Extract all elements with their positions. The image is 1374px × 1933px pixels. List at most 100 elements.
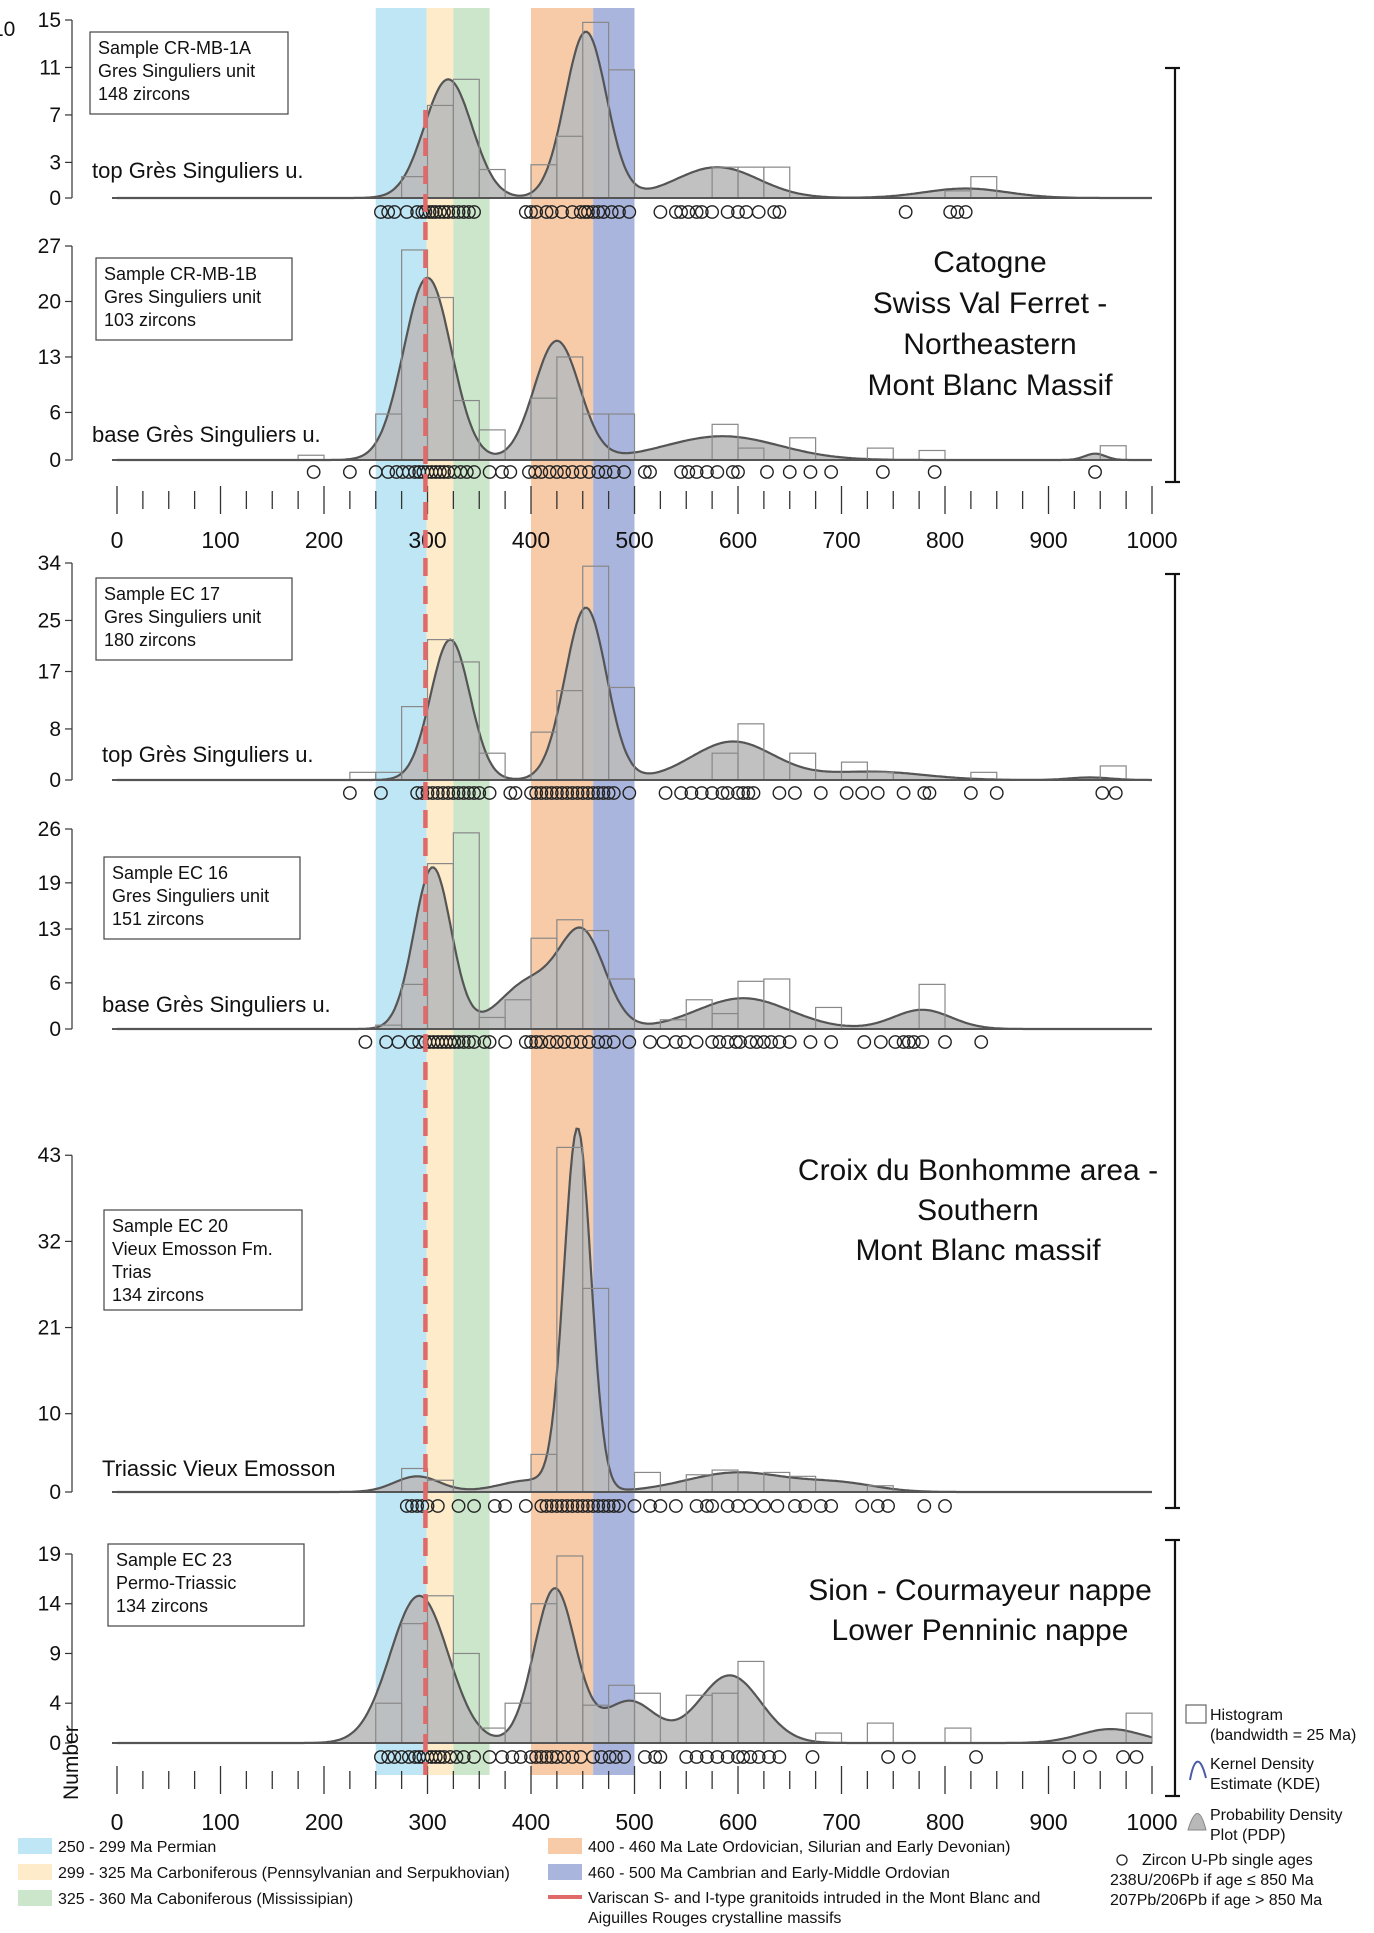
sample-line: 134 zircons — [116, 1596, 208, 1616]
sample-line: Gres Singuliers unit — [104, 607, 261, 627]
sample-line: Sample EC 20 — [112, 1216, 228, 1236]
sample-line: Vieux Emosson Fm. — [112, 1239, 273, 1259]
zircon-age-14 — [472, 786, 487, 800]
panel-5: 0 4 9 14 19 Sample EC 23 Permo-Triassic 134 zir… — [38, 1543, 1153, 1764]
zircon-age-35 — [656, 1035, 671, 1049]
zircon-age-55 — [896, 1035, 911, 1049]
zircon-age-54 — [888, 1035, 903, 1049]
zircon-age-27 — [581, 205, 595, 219]
zircon-age-15 — [482, 786, 497, 800]
zircon-age-22 — [503, 465, 518, 479]
zircon-age-27 — [557, 1750, 572, 1764]
band-legend-label: 325 - 360 Ma Caboniferous (Mississipian) — [58, 1891, 353, 1908]
zircon-age-15 — [456, 205, 471, 219]
zircon-age-0 — [399, 1499, 414, 1513]
zircon-age-15 — [461, 1035, 476, 1049]
sample-line: Gres Singuliers unit — [104, 287, 261, 307]
x-tick-label: 600 — [719, 527, 757, 553]
zircon-age-47 — [898, 205, 913, 219]
zircon-age-38 — [689, 205, 704, 219]
zircon-age-40 — [700, 1750, 714, 1764]
zircon-age-52 — [870, 786, 885, 800]
zircon-age-26 — [565, 786, 580, 800]
zircon-age-2 — [391, 1035, 406, 1049]
y-tick-label: 10 — [38, 1403, 61, 1426]
zircon-age-20 — [529, 205, 544, 219]
y-tick-label: 7 — [49, 104, 61, 127]
zircon-age-5 — [430, 1499, 445, 1513]
zircon-age-30 — [586, 786, 600, 800]
zircon-age-38 — [689, 1035, 704, 1049]
zircon-age-0 — [358, 1035, 373, 1049]
zircon-age-28 — [575, 786, 590, 800]
zircon-age-19 — [505, 1750, 520, 1764]
y-tick-label: 3 — [49, 151, 61, 174]
age-panels: 0 3 7 11 15 Sample CR-MB-1A Gres Singuliers un… — [0, 9, 1153, 1764]
zircon-age-21 — [539, 205, 554, 219]
sample-line: Sample EC 17 — [104, 584, 220, 604]
zircon-age-37 — [756, 1499, 771, 1513]
zircon-age-27 — [565, 1035, 580, 1049]
age-band-2 — [453, 8, 490, 1775]
zircon-age-47 — [772, 786, 787, 800]
region-label: Croix du Bonhomme area - — [798, 1154, 1158, 1187]
zircon-age-30 — [591, 1035, 606, 1049]
zircon-age-5 — [415, 205, 430, 219]
zircon-age-41 — [715, 786, 730, 800]
sample-line: 134 zircons — [112, 1285, 204, 1305]
zircon-age-0 — [374, 1750, 388, 1764]
zircon-age-35 — [622, 786, 637, 800]
zircon-age-8 — [441, 786, 456, 800]
zircon-age-34 — [606, 786, 621, 800]
zircon-age-23 — [534, 1750, 549, 1764]
zircon-age-39 — [694, 786, 709, 800]
x-tick-label: 900 — [1029, 1809, 1067, 1835]
zircon-age-40 — [705, 786, 720, 800]
zircon-age-27 — [627, 1499, 642, 1513]
legend-zircon: Zircon U-Pb single ages — [1142, 1852, 1313, 1869]
zircon-age-47 — [762, 1750, 776, 1764]
zircon-age-50 — [839, 786, 854, 800]
y-axis-label: Number — [60, 1725, 83, 1800]
panel-3: 0 6 13 19 26 Sample EC 16 Gres Singuliers unit… — [38, 818, 1152, 1049]
sample-line: Gres Singuliers unit — [98, 61, 255, 81]
zircon-age-44 — [870, 1499, 885, 1513]
zircon-age-9 — [498, 1499, 513, 1513]
sample-line: Gres Singuliers unit — [112, 886, 269, 906]
panel-4: 0 10 21 32 43 Sample EC 20 Vieux Emosson Fm. Tr… — [38, 1127, 1152, 1513]
zircon-age-24 — [539, 1750, 554, 1764]
y-tick-label: 14 — [38, 1593, 62, 1616]
zircon-age-49 — [805, 1750, 820, 1764]
zircon-age-25 — [606, 1499, 621, 1513]
x-tick-label: 400 — [512, 527, 550, 553]
band-legend-label: 250 - 299 Ma Permian — [58, 1839, 216, 1856]
zircon-age-52 — [857, 1035, 872, 1049]
zircon-age-37 — [681, 205, 696, 219]
zircon-age-22 — [544, 786, 559, 800]
zircon-age-31 — [689, 1499, 704, 1513]
zircon-age-18 — [570, 1499, 585, 1513]
age-bands — [375, 8, 635, 1775]
zircon-age-32 — [700, 1499, 714, 1513]
y-tick-label: 27 — [38, 235, 61, 258]
zircon-age-11 — [437, 205, 451, 219]
region-label: Southern — [917, 1194, 1039, 1227]
zircon-age-36 — [669, 1035, 683, 1049]
zircon-age-49 — [950, 205, 965, 219]
zircon-age-39 — [788, 1499, 802, 1513]
panel-unit-label: Triassic Vieux Emosson — [102, 1456, 336, 1481]
zircon-age-30 — [669, 1499, 683, 1513]
zircon-age-24 — [528, 465, 543, 479]
zircon-age-46 — [772, 205, 787, 219]
zircon-age-46 — [782, 465, 797, 479]
zircon-age-11 — [433, 1750, 447, 1764]
zircon-age-3 — [381, 465, 396, 479]
zircon-age-39 — [689, 1750, 704, 1764]
region-label: Mont Blanc Massif — [867, 369, 1113, 402]
x-tick-label: 0 — [111, 527, 124, 553]
zircon-age-51 — [824, 1035, 839, 1049]
sample-line: 180 zircons — [104, 630, 196, 650]
zircon-age-43 — [733, 1035, 747, 1049]
legend: Histogram (bandwidth = 25 Ma) Kernel Densi… — [18, 1704, 1356, 1927]
zircon-age-20 — [513, 1750, 528, 1764]
